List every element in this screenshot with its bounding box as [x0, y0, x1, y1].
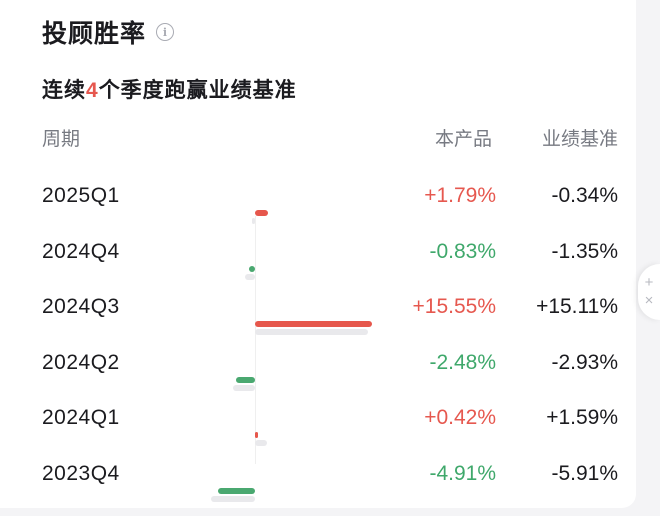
period-label: 2024Q1 — [42, 406, 120, 430]
bar-axis — [255, 216, 256, 464]
table-row: 2024Q4 -0.83% -1.35% — [0, 238, 636, 294]
period-label: 2025Q1 — [42, 184, 120, 207]
benchmark-return-bar — [233, 384, 255, 391]
close-icon: × — [644, 292, 654, 309]
product-return-bar — [255, 210, 269, 216]
subtitle-suffix: 个季度跑赢业绩基准 — [98, 79, 297, 102]
benchmark-return: +15.11% — [536, 295, 618, 319]
benchmark-return-bar — [255, 440, 267, 447]
product-return: +15.55% — [412, 295, 497, 319]
table-row: 2024Q2 -2.48% -2.93% — [0, 349, 636, 405]
table-row: 2025Q1 +1.79% -0.34% — [0, 182, 636, 238]
win-streak-subtitle: 连续4个季度跑赢业绩基准 — [42, 74, 297, 104]
benchmark-return-bar — [255, 329, 369, 336]
product-return: +0.42% — [424, 406, 496, 430]
streak-count: 4 — [86, 79, 99, 102]
benchmark-return: -1.35% — [551, 239, 618, 263]
benchmark-return: -5.91% — [551, 462, 618, 485]
column-header-product: 本产品 — [434, 129, 492, 150]
info-icon[interactable]: i — [156, 23, 175, 41]
product-return-bar — [255, 432, 259, 439]
product-return: +1.79% — [424, 184, 496, 207]
product-return: -4.91% — [429, 462, 496, 485]
product-return: -0.83% — [429, 239, 496, 263]
card-title: 投顾胜率 — [42, 20, 147, 48]
plus-icon: + — [644, 274, 654, 291]
benchmark-return-bar — [210, 496, 255, 502]
benchmark-return: -0.34% — [551, 184, 618, 207]
subtitle-prefix: 连续 — [42, 79, 86, 102]
side-float-tab[interactable]: + × — [638, 264, 660, 320]
benchmark-return: -2.93% — [551, 350, 618, 374]
product-return-bar — [255, 321, 372, 328]
table-row: 2024Q1 +0.42% +1.59% — [0, 404, 636, 460]
card-header: 投顾胜率 i — [42, 14, 175, 50]
period-label: 2024Q3 — [42, 295, 120, 319]
product-return-bar — [248, 265, 255, 272]
table-row: 2024Q3 +15.55% +15.11% — [0, 293, 636, 349]
table-row: 2023Q4 -4.91% -5.91% — [0, 460, 636, 516]
benchmark-return: +1.59% — [546, 406, 618, 430]
column-header-benchmark: 业绩基准 — [541, 129, 618, 150]
period-label: 2024Q2 — [42, 350, 120, 374]
product-return-bar — [218, 488, 255, 494]
win-rate-card: 投顾胜率 i 连续4个季度跑赢业绩基准 周期 本产品 业绩基准 2025Q1 +1… — [0, 0, 636, 508]
benchmark-return-bar — [252, 218, 255, 224]
column-header-period: 周期 — [42, 129, 81, 150]
period-label: 2023Q4 — [42, 462, 120, 485]
product-return-bar — [236, 376, 255, 383]
benchmark-return-bar — [244, 273, 255, 280]
period-label: 2024Q4 — [42, 239, 120, 263]
product-return: -2.48% — [429, 350, 496, 374]
